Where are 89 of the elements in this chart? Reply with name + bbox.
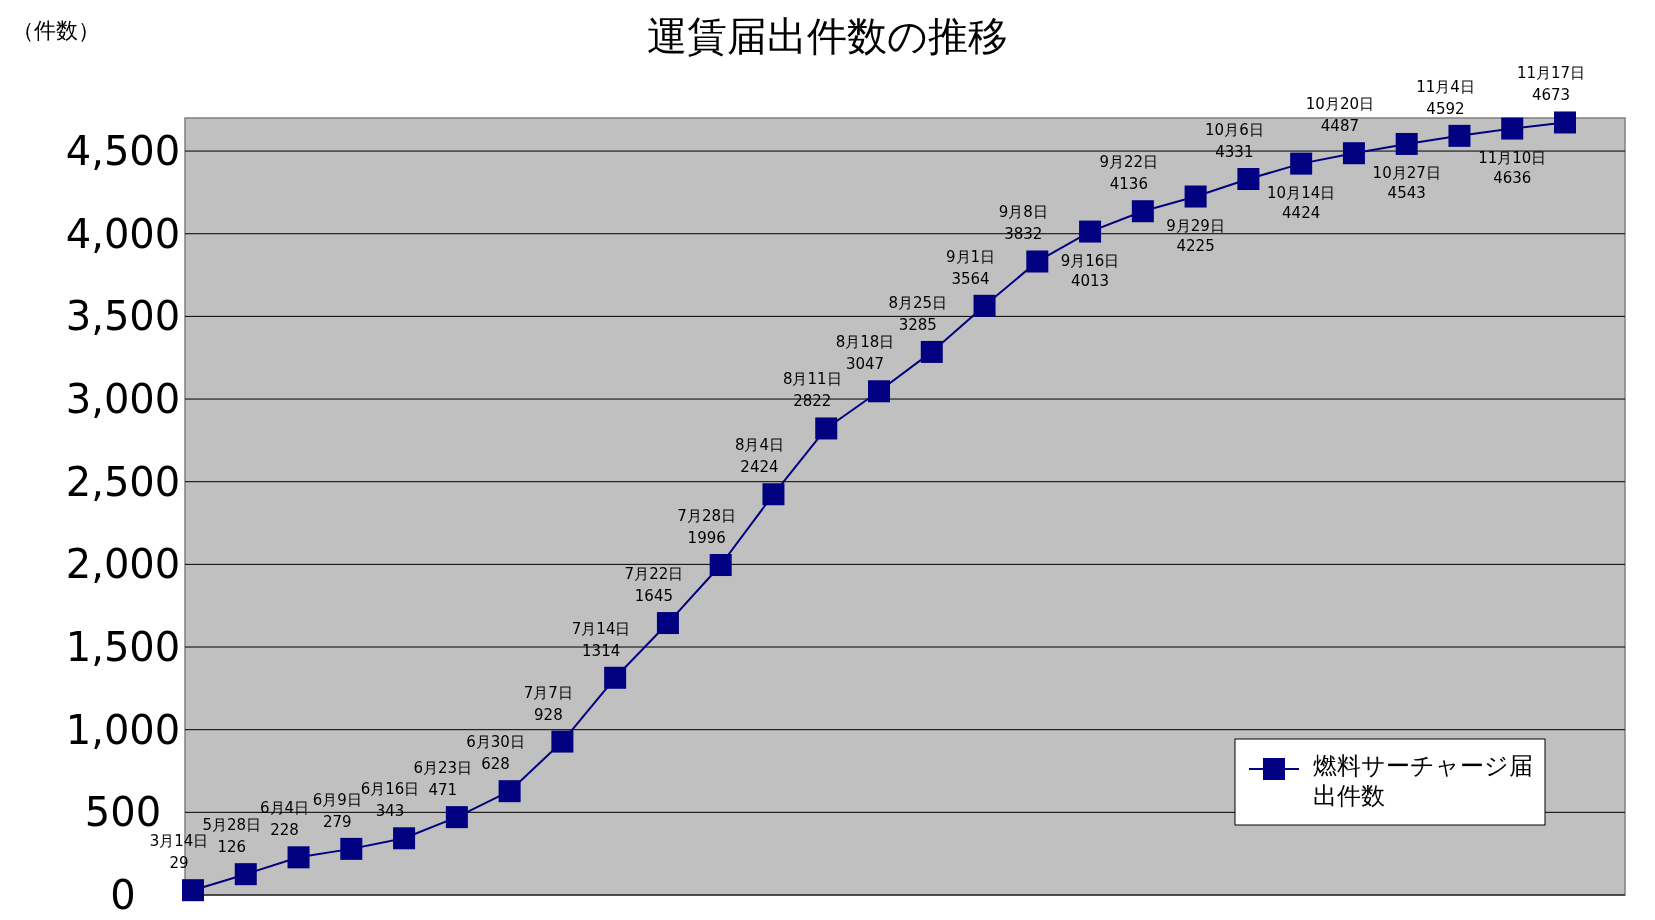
data-label: 4013 [1070, 271, 1110, 290]
y-tick-label: 2,000 [65, 541, 181, 588]
y-tick-label: 3,000 [65, 376, 181, 423]
data-label: 4225 [1176, 236, 1215, 255]
annotation: 9月1日 [945, 247, 996, 266]
data-label: 228 [270, 821, 299, 840]
annotation: 11月4日 [1416, 77, 1475, 96]
annotation: 8月25日 [888, 293, 948, 312]
annotation: 10月27日 [1372, 163, 1441, 182]
data-label: 928 [534, 705, 563, 724]
data-label: 1645 [634, 587, 674, 606]
point [393, 827, 416, 850]
annotation: 9月8日 [998, 203, 1048, 222]
annotation: 10月6日 [1205, 121, 1264, 139]
annotation: 8月11日 [782, 370, 842, 389]
point [1554, 111, 1576, 134]
data-label: 1314 [582, 641, 621, 660]
point [445, 806, 468, 829]
data-label: 4136 [1109, 175, 1148, 194]
y-tick-label: 2,500 [65, 458, 181, 505]
data-label: 4636 [1493, 168, 1532, 187]
point [498, 780, 521, 803]
point [1237, 168, 1260, 190]
annotation: 7月14日 [571, 619, 631, 638]
data-label: 4673 [1531, 86, 1571, 105]
y-tick-label: 0 [110, 872, 136, 918]
annotation: 9月22日 [1099, 153, 1159, 172]
y-tick-label: 4,500 [65, 128, 181, 175]
data-label: 126 [217, 838, 247, 857]
annotation: 5月28日 [202, 816, 262, 835]
point [1448, 124, 1471, 147]
point [656, 612, 679, 635]
point [868, 380, 890, 403]
data-label: 4424 [1282, 203, 1321, 222]
data-label: 628 [481, 755, 510, 774]
annotation: 11月17日 [1516, 64, 1586, 83]
chart-title: 運賃届出件数の推移 [647, 13, 1008, 59]
annotation: 6月23日 [413, 759, 473, 778]
legend-label: 燃料サーチャージ届出件数 [1313, 751, 1534, 811]
annotation: 6月9日 [312, 790, 362, 809]
annotation: 6月30日 [466, 733, 525, 752]
data-label: 1996 [687, 529, 726, 548]
annotation: 9月16日 [1060, 251, 1120, 270]
point [234, 863, 257, 886]
point [1501, 117, 1524, 140]
y-tick-label: 4,000 [65, 210, 181, 257]
data-label: 4592 [1426, 99, 1465, 118]
annotation: 10月20日 [1305, 95, 1375, 114]
data-label: 4487 [1320, 117, 1360, 136]
annotation: 10月14日 [1267, 183, 1336, 202]
point [1184, 185, 1207, 208]
data-label: 4543 [1387, 183, 1426, 202]
point [551, 730, 574, 753]
annotation: 8月4日 [734, 436, 785, 455]
y-axis-title: （件数） [12, 18, 100, 43]
data-label: 3047 [845, 355, 885, 374]
point [1131, 200, 1154, 223]
point [973, 294, 996, 317]
annotation: 9月29日 [1166, 216, 1225, 235]
point [340, 837, 363, 860]
data-label: 29 [169, 854, 189, 873]
point [709, 554, 732, 577]
data-label: 3285 [898, 315, 937, 334]
data-label: 471 [428, 781, 458, 800]
annotation: 3月14日 [149, 832, 209, 851]
annotation: 11月10日 [1478, 148, 1547, 167]
data-label: 2822 [793, 392, 832, 411]
point [1342, 142, 1365, 165]
point [1079, 220, 1102, 243]
data-label: 3564 [951, 269, 990, 288]
point [762, 483, 785, 506]
annotation: 6月16日 [360, 780, 420, 799]
data-label: 2424 [740, 458, 779, 477]
point [604, 666, 627, 689]
point [815, 417, 838, 440]
annotation: 7月28日 [677, 507, 737, 526]
point [182, 879, 204, 902]
point [1395, 132, 1418, 155]
point [920, 340, 943, 363]
annotation: 8月18日 [835, 333, 895, 352]
y-tick-label: 3,500 [65, 293, 181, 340]
y-tick-label: 1,500 [65, 624, 181, 671]
point [287, 846, 310, 869]
point [1026, 250, 1049, 273]
annotation: 7月7日 [523, 683, 573, 702]
y-tick-label: 1,000 [65, 706, 181, 753]
point [1290, 152, 1313, 175]
data-label: 279 [322, 812, 352, 831]
annotation: 7月22日 [624, 565, 684, 584]
